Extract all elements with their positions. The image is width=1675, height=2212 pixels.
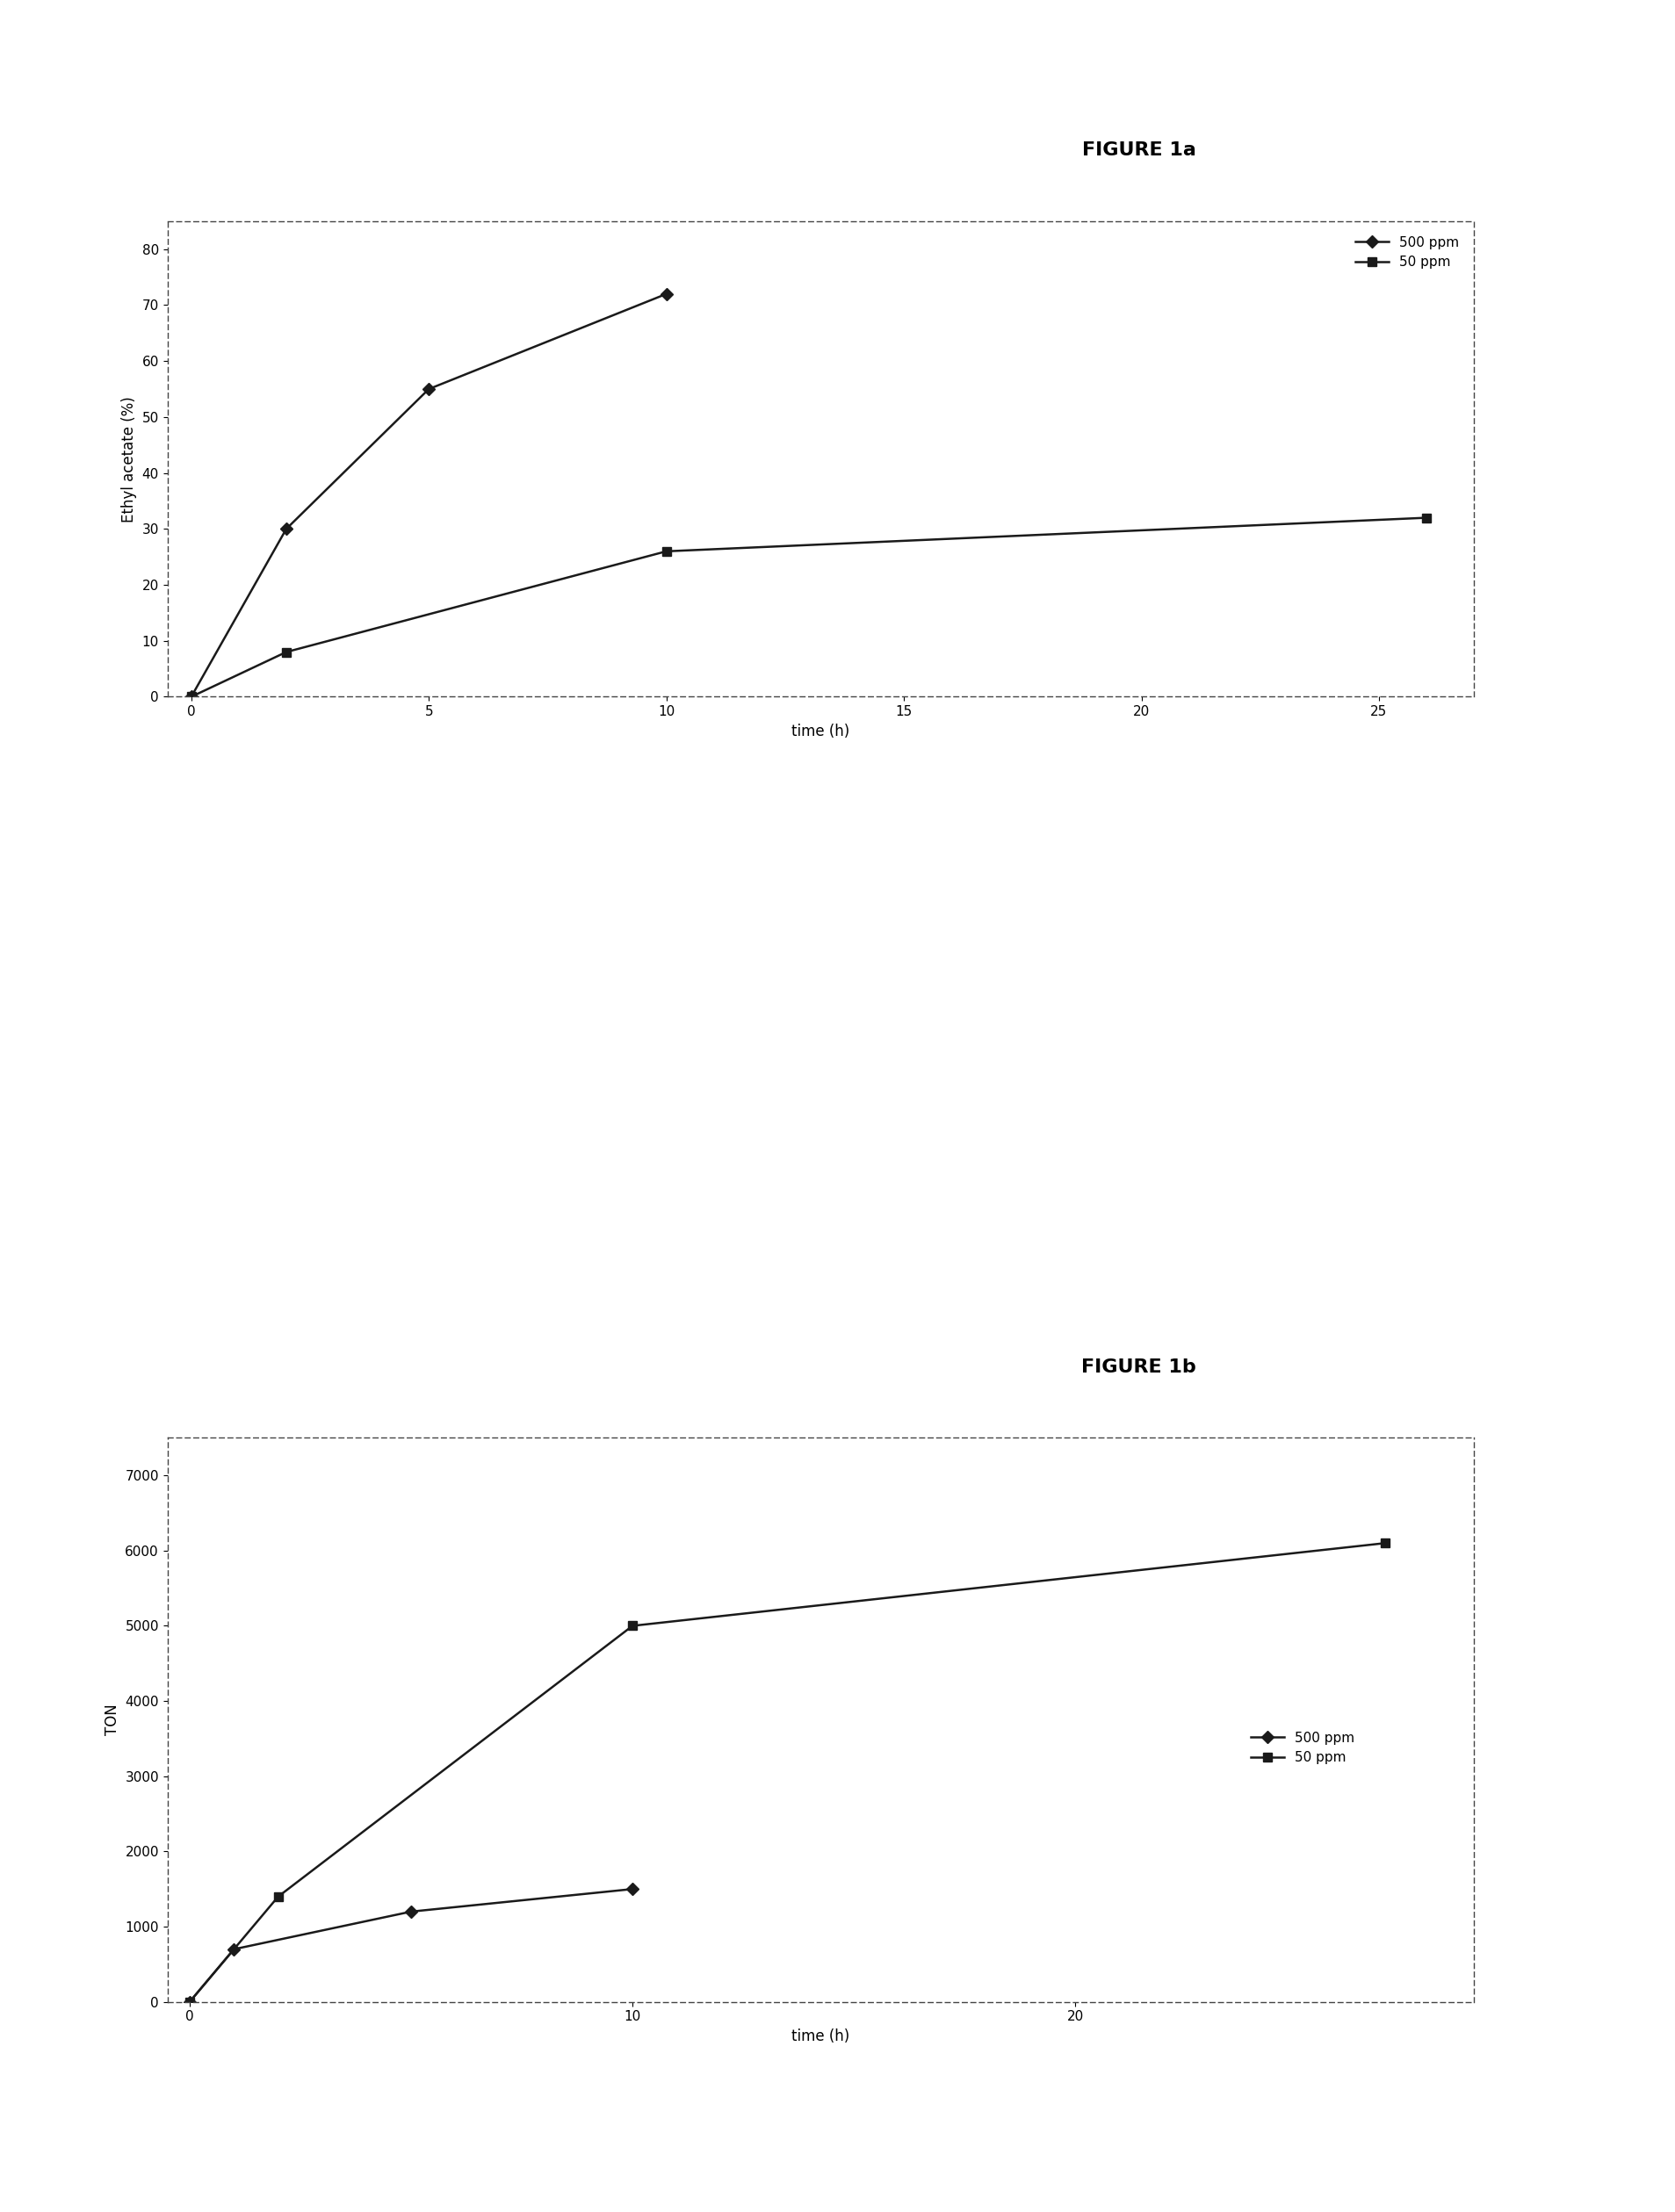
50 ppm — [179, 1989, 199, 2015]
Legend: 500 ppm, 50 ppm: 500 ppm, 50 ppm — [1243, 1723, 1363, 1772]
50 ppm — [657, 538, 677, 564]
Text: FIGURE 1b: FIGURE 1b — [1082, 1358, 1196, 1376]
Y-axis label: TON: TON — [104, 1703, 121, 1736]
X-axis label: time (h): time (h) — [792, 2028, 849, 2044]
500 ppm — [400, 1898, 420, 1924]
Line: 500 ppm: 500 ppm — [186, 1885, 637, 2006]
X-axis label: time (h): time (h) — [792, 723, 849, 739]
Text: FIGURE 1a: FIGURE 1a — [1082, 142, 1196, 159]
500 ppm — [179, 1989, 199, 2015]
500 ppm — [623, 1876, 643, 1902]
500 ppm — [419, 376, 439, 403]
500 ppm — [276, 515, 296, 542]
50 ppm — [623, 1613, 643, 1639]
Line: 50 ppm: 50 ppm — [186, 1540, 1390, 2006]
50 ppm — [181, 684, 201, 710]
500 ppm — [657, 281, 677, 307]
Legend: 500 ppm, 50 ppm: 500 ppm, 50 ppm — [1347, 228, 1467, 276]
50 ppm — [1417, 504, 1437, 531]
500 ppm — [224, 1936, 245, 1962]
500 ppm — [181, 684, 201, 710]
Y-axis label: Ethyl acetate (%): Ethyl acetate (%) — [121, 396, 137, 522]
Line: 50 ppm: 50 ppm — [188, 513, 1430, 701]
Line: 500 ppm: 500 ppm — [188, 290, 670, 701]
50 ppm — [1375, 1531, 1395, 1557]
50 ppm — [276, 639, 296, 666]
50 ppm — [268, 1882, 288, 1909]
